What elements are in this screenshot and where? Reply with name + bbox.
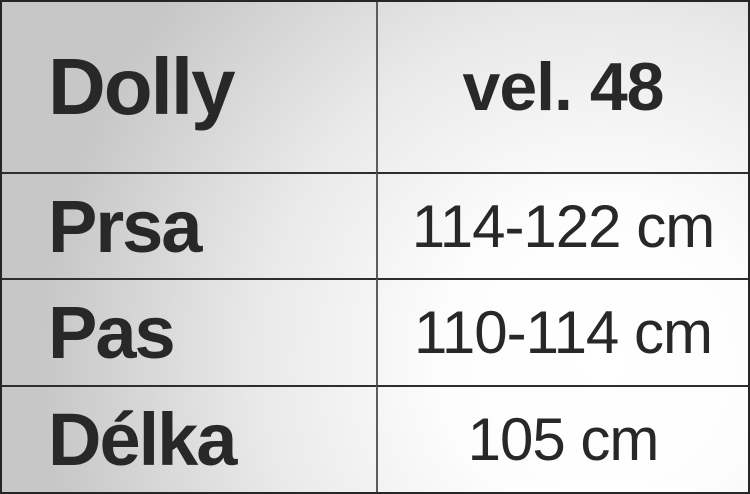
header-product-cell: Dolly <box>2 2 376 172</box>
size-header: vel. 48 <box>462 49 665 125</box>
product-name: Dolly <box>48 42 236 131</box>
table-row-waist-value-cell: 110-114 cm <box>376 278 748 385</box>
row-label-chest: Prsa <box>48 184 202 268</box>
table-row-chest-label-cell: Prsa <box>2 172 376 278</box>
table-row-length-value-cell: 105 cm <box>376 385 748 492</box>
table-row-waist-label-cell: Pas <box>2 278 376 385</box>
row-value-length: 105 cm <box>467 406 660 473</box>
row-label-waist: Pas <box>48 291 176 374</box>
header-size-cell: vel. 48 <box>376 2 748 172</box>
row-value-chest: 114-122 cm <box>411 192 715 260</box>
row-label-length: Délka <box>48 398 237 481</box>
table-row-length-label-cell: Délka <box>2 385 376 492</box>
table-row-chest-value-cell: 114-122 cm <box>376 172 748 278</box>
row-value-waist: 110-114 cm <box>414 299 713 366</box>
